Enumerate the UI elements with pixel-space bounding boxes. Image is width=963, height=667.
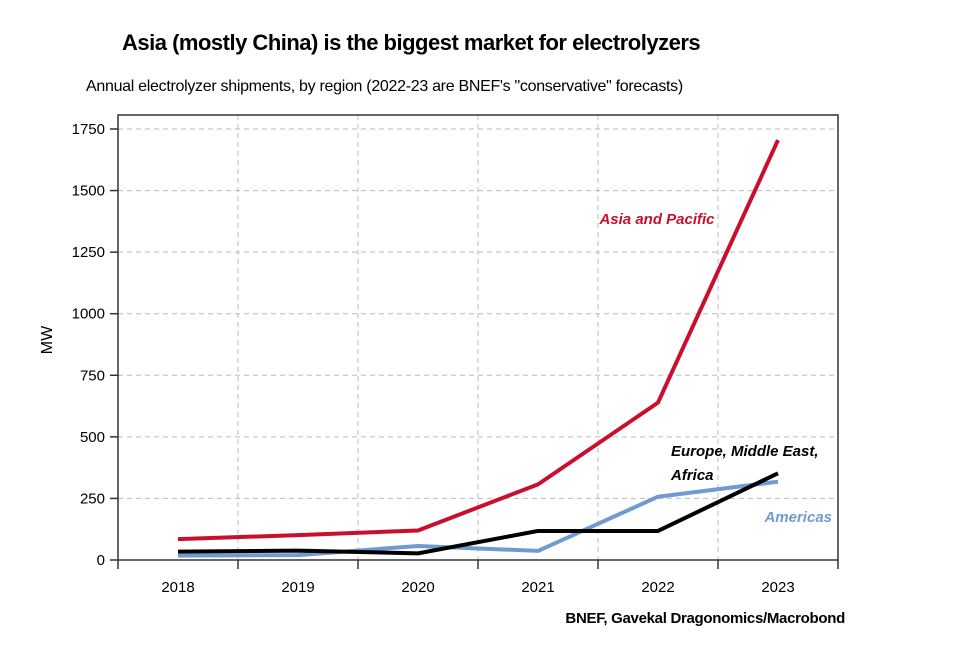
source-note: BNEF, Gavekal Dragonomics/Macrobond [565,610,845,627]
series-line-asia-and-pacific [177,139,780,542]
x-tick-label: 2021 [521,579,554,596]
y-tick-label: 1500 [72,183,105,200]
series-line-americas [177,479,779,558]
grid-lines [118,115,838,560]
chart-title: Asia (mostly China) is the biggest marke… [122,30,701,55]
x-tick-label: 2018 [161,579,194,596]
y-tick-label: 250 [80,490,105,507]
x-tick-label: 2020 [401,579,434,596]
y-tick-label: 1250 [72,244,105,261]
chart-subtitle: Annual electrolyzer shipments, by region… [86,78,683,95]
series-label-emea-line1: Europe, Middle East, [671,443,819,460]
y-tick-label: 1750 [72,121,105,138]
series-label-asia-pacific: Asia and Pacific [598,211,715,228]
y-tick-label: 0 [97,552,105,569]
series-label-emea-line2: Africa [670,467,714,484]
series-lines [177,139,780,558]
x-tick-label: 2019 [281,579,314,596]
y-axis-title: MW [39,325,56,354]
y-tick-label: 750 [80,367,105,384]
y-axis: 0 250 500 750 1000 1250 1500 1750 [72,121,118,569]
y-tick-label: 500 [80,429,105,446]
x-tick-label: 2023 [761,579,794,596]
x-axis: 2018 2019 2020 2021 2022 2023 [117,560,839,596]
series-label-americas: Americas [763,509,832,526]
series-line-europe-middle-east-africa [177,471,779,556]
series-labels: Asia and Pacific Europe, Middle East, Afri… [598,211,832,526]
y-tick-label: 1000 [72,306,105,323]
x-tick-label: 2022 [641,579,674,596]
